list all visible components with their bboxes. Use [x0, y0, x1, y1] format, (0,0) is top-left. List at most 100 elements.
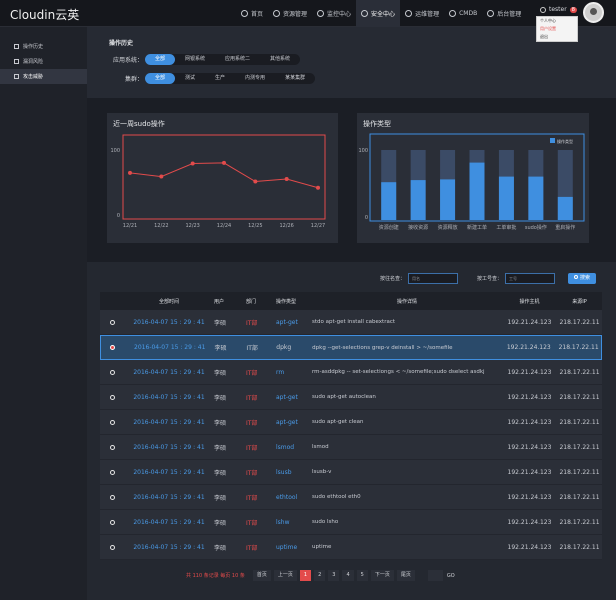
pager-page[interactable]: 4 [342, 570, 354, 581]
filter-pill[interactable]: 应用系统二 [225, 56, 251, 62]
pager-page[interactable]: 5 [356, 570, 368, 581]
table-row[interactable]: 2016-04-07 15 : 29 : 41 李硕 IT部 lsmod lsmod 19… [100, 435, 602, 460]
pager-page[interactable]: 3 [328, 570, 340, 581]
host-search-input[interactable]: 用名 [408, 273, 459, 284]
table-row[interactable]: 2016-04-07 15 : 29 : 41 李硕 IT部 lsusb lsusb-v… [100, 460, 602, 485]
bar [498, 176, 514, 220]
table-row[interactable]: 2016-04-07 15 : 29 : 41 李硕 IT部 dpkg dpkg --g… [100, 335, 602, 360]
nav-label: 资源管理 [283, 11, 308, 18]
dropdown-item[interactable]: 个人中心 [540, 18, 556, 23]
cluster-filter-row: 集群： 全部 测试 生产 内测专用 某某集群 [107, 73, 316, 84]
cell-detail: sudo lsho [312, 519, 339, 525]
cell-dept: IT部 [246, 319, 258, 327]
logo[interactable]: Cloudin云英 [10, 8, 80, 22]
bar-chart-panel: 操作类型 操作类型 100 0 资源创建 接收资源 资源释放 新建工单 工单审批 sudo操作 重… [357, 113, 589, 243]
dropdown-item[interactable]: 退出 [540, 34, 548, 39]
user-menu[interactable]: tester 8 [540, 6, 577, 13]
pager-go-button[interactable]: GO [446, 572, 455, 579]
cell-dept: IT部 [246, 369, 258, 377]
row-radio[interactable] [109, 369, 115, 375]
row-radio[interactable] [109, 544, 115, 550]
y-tick-label: 100 [358, 148, 368, 154]
x-tick-label: 12/26 [279, 223, 293, 229]
avatar[interactable] [583, 2, 604, 23]
nav-item-2[interactable]: 监控中心 [312, 0, 356, 27]
filter-pill[interactable]: 生产 [215, 75, 226, 81]
cmdb-icon [449, 10, 457, 17]
table-row[interactable]: 2016-04-07 15 : 29 : 41 李硕 IT部 rm rm-asddpkg… [100, 360, 602, 385]
row-radio[interactable] [109, 419, 115, 425]
nav-item-6[interactable]: 后台管理 [482, 0, 526, 27]
app-filter-label: 应用系统： [112, 57, 143, 64]
x-tick-label: 新建工单 [467, 224, 487, 231]
table-row[interactable]: 2016-04-07 15 : 29 : 41 李硕 IT部 uptime uptime… [100, 535, 602, 560]
cell-host: 192.21.24.123 [507, 518, 552, 526]
username[interactable]: tester [549, 6, 567, 13]
pager-prev[interactable]: 上一页 [273, 570, 297, 581]
x-tick-label: 资源创建 [379, 224, 399, 231]
table-row[interactable]: 2016-04-07 15 : 29 : 41 李硕 IT部 apt-get sudo … [100, 385, 602, 410]
nav-label: 监控中心 [327, 11, 352, 18]
dropdown-item[interactable]: 用户设置 [540, 26, 556, 31]
table-row[interactable]: 2016-04-07 15 : 29 : 41 李硕 IT部 lshw sudo lsh… [100, 510, 602, 535]
col-time[interactable]: 全部时间 [158, 298, 179, 305]
row-radio[interactable] [109, 319, 115, 325]
pager-page[interactable]: 2 [314, 570, 326, 581]
notification-badge[interactable]: 8 [569, 6, 577, 13]
x-tick-label: 接收资源 [408, 224, 428, 231]
col-type[interactable]: 操作类型 [276, 298, 297, 305]
cell-host: 192.21.24.123 [507, 393, 552, 401]
nav-item-3[interactable]: 安全中心 [356, 0, 401, 27]
filter-pill[interactable]: 某某集群 [285, 75, 306, 81]
filter-pill[interactable]: 内测专用 [245, 75, 266, 81]
cell-ip: 218.17.22.11 [559, 468, 600, 476]
filter-pill[interactable]: 测试 [185, 75, 196, 81]
nav-label: 首页 [251, 11, 264, 18]
line-point [190, 161, 195, 166]
cell-host: 192.21.24.123 [507, 493, 552, 501]
sidebar-item-2[interactable]: 攻击威胁 [0, 69, 87, 84]
col-dept[interactable]: 部门 [246, 298, 257, 305]
cell-time: 2016-04-07 15 : 29 : 41 [133, 368, 205, 376]
row-radio[interactable] [109, 394, 115, 400]
app-filter-pills: 全部 网银系统 应用系统二 其他系统 [145, 54, 301, 65]
ticket-search-input[interactable]: 工号 [505, 273, 556, 284]
cell-dept: IT部 [246, 444, 258, 452]
filter-pill[interactable]: 网银系统 [185, 56, 206, 62]
row-radio[interactable] [109, 519, 115, 525]
sidebar-item-1[interactable]: 漏洞风险 [0, 54, 87, 69]
resource-icon [273, 10, 281, 17]
attack-icon [14, 74, 19, 79]
pager-last[interactable]: 尾页 [396, 570, 415, 581]
nav-item-1[interactable]: 资源管理 [268, 0, 312, 27]
table-row[interactable]: 2016-04-07 15 : 29 : 41 李硕 IT部 apt-get sudo … [100, 410, 602, 435]
nav-item-5[interactable]: CMDB [444, 0, 482, 27]
row-radio[interactable] [109, 469, 115, 475]
x-tick-label: 12/27 [311, 223, 325, 229]
line-point [316, 185, 320, 190]
row-radio[interactable] [109, 444, 115, 450]
table-row[interactable]: 2016-04-07 15 : 29 : 41 李硕 IT部 ethtool sudo … [100, 485, 602, 510]
col-user: 用户 [214, 298, 225, 305]
table-row[interactable]: 2016-04-07 15 : 29 : 41 李硕 IT部 apt-get stdo … [100, 310, 602, 335]
nav-item-4[interactable]: 运维管理 [400, 0, 444, 27]
nav-item-0[interactable]: 首页 [236, 0, 268, 27]
cell-time: 2016-04-07 15 : 29 : 41 [133, 443, 205, 451]
filter-pill[interactable]: 全部 [145, 54, 176, 65]
row-radio[interactable] [110, 345, 116, 350]
cell-ip: 218.17.22.11 [559, 318, 600, 326]
cell-type: ethtool [276, 493, 298, 501]
row-radio[interactable] [109, 494, 115, 500]
pager-first[interactable]: 首页 [252, 570, 271, 581]
line-series [129, 162, 319, 189]
sidebar-item-0[interactable]: 操作历史 [0, 39, 87, 54]
filter-pill[interactable]: 全部 [145, 73, 176, 84]
pager-go-input[interactable] [427, 570, 443, 581]
cell-host: 192.21.24.123 [506, 344, 551, 351]
search-button[interactable]: 搜索 [568, 273, 596, 284]
app-filter-row: 应用系统： 全部 网银系统 应用系统二 其他系统 [107, 54, 301, 65]
cell-ip: 218.17.22.11 [559, 443, 600, 451]
pager-next[interactable]: 下一页 [370, 570, 394, 581]
pager-page[interactable]: 1 [299, 570, 312, 581]
filter-pill[interactable]: 其他系统 [270, 56, 291, 62]
